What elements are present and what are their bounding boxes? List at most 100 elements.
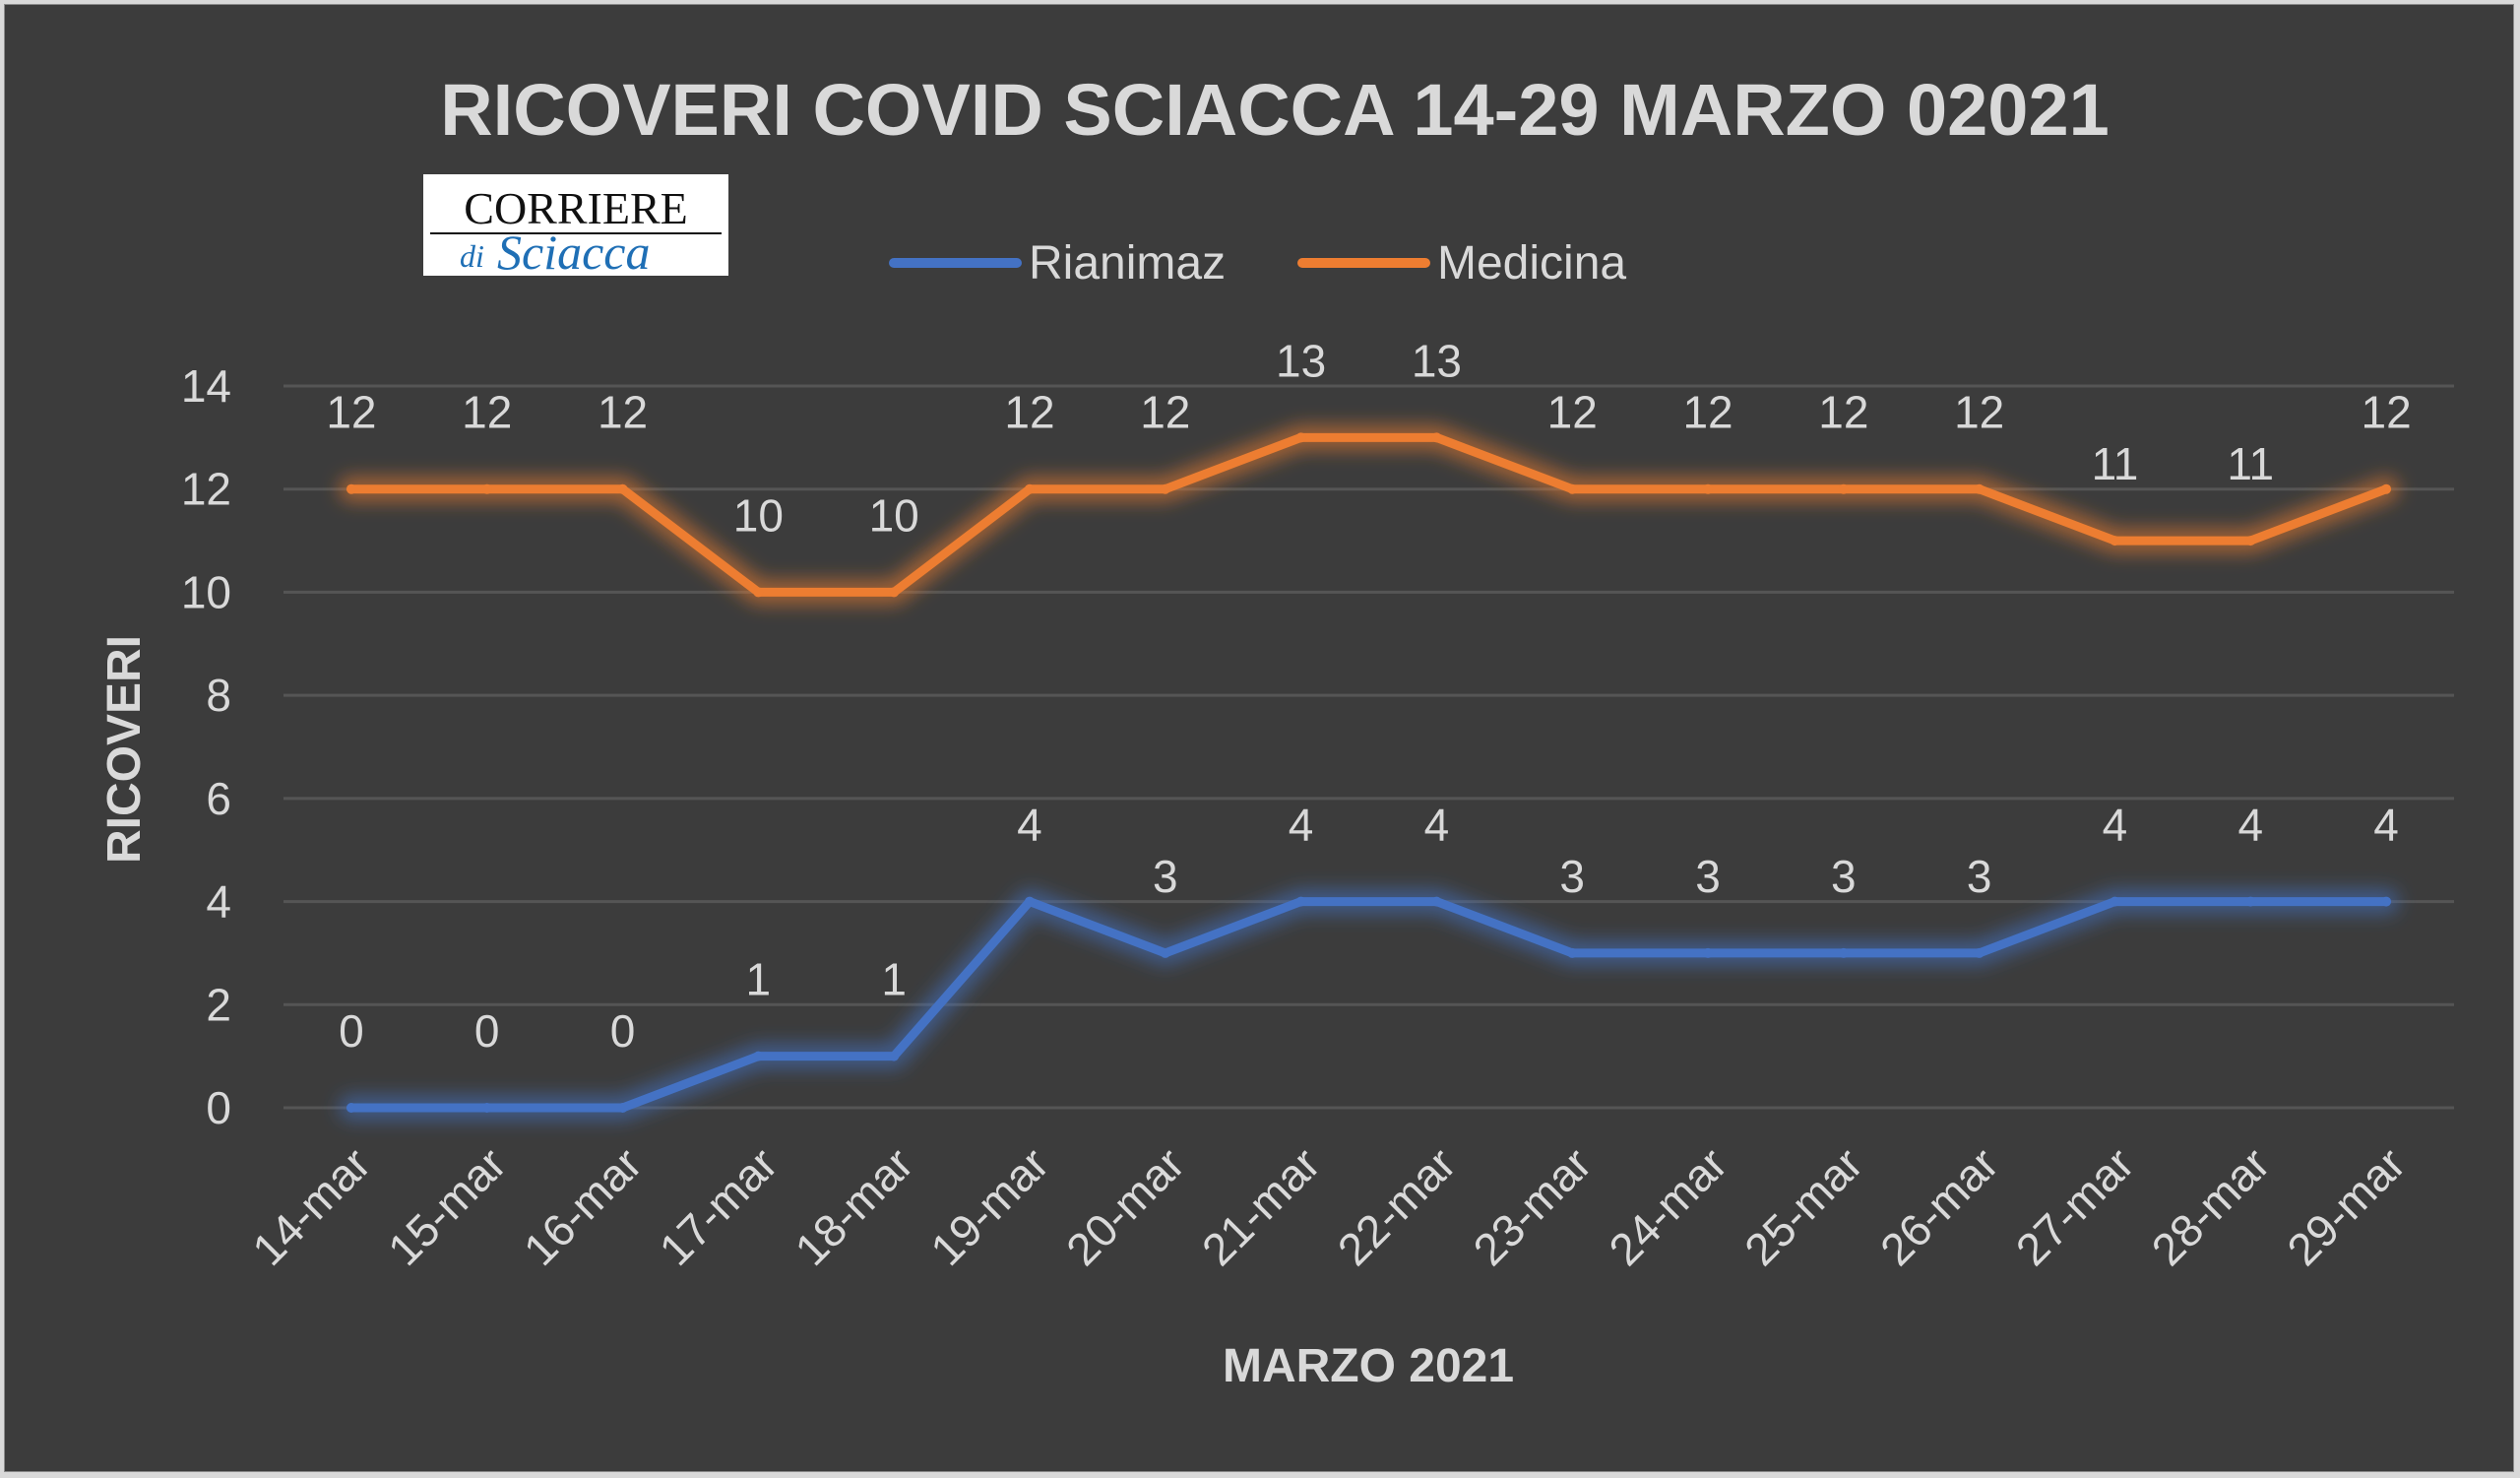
data-label-medicina: 12: [1140, 387, 1190, 438]
data-point-medicina: [753, 587, 764, 598]
data-point-medicina: [1974, 483, 1984, 494]
x-tick-label: 22-mar: [1328, 1137, 1466, 1275]
data-point-rianimaz: [1431, 896, 1442, 907]
y-axis-ticks: 0 2 4 6 8 10 12 14: [181, 360, 231, 1133]
data-label-medicina: 12: [1547, 387, 1598, 438]
data-label-medicina: 11: [2092, 438, 2139, 489]
y-tick-label: 0: [206, 1082, 231, 1133]
x-tick-label: 19-mar: [920, 1137, 1058, 1275]
data-label-medicina: 12: [1954, 387, 2004, 438]
data-point-medicina: [346, 483, 356, 494]
gridlines: [284, 384, 2454, 1110]
chart-title: RICOVERI COVID SCIACCA 14-29 MARZO 02021: [440, 69, 2110, 151]
data-label-rianimaz: 3: [1559, 851, 1585, 902]
data-label-medicina: 10: [869, 489, 919, 541]
data-label-medicina: 12: [598, 387, 648, 438]
y-tick-label: 8: [206, 670, 231, 721]
chart-frame: RICOVERI COVID SCIACCA 14-29 MARZO 02021…: [4, 4, 2514, 1472]
data-point-rianimaz: [1024, 896, 1035, 907]
data-point-medicina: [1024, 483, 1035, 494]
data-label-rianimaz: 4: [1017, 800, 1042, 851]
data-label-medicina: 12: [326, 387, 376, 438]
data-label-rianimaz: 3: [1153, 851, 1178, 902]
data-point-medicina: [2245, 536, 2256, 546]
data-point-medicina: [1295, 432, 1306, 443]
y-tick-label: 6: [206, 773, 231, 824]
logo-line2-prefix: di: [460, 238, 484, 274]
x-tick-label: 28-mar: [2142, 1137, 2280, 1275]
data-label-rianimaz: 4: [2237, 800, 2263, 851]
y-tick-label: 4: [206, 876, 231, 928]
data-label-rianimaz: 4: [1424, 800, 1450, 851]
data-label-medicina: 10: [733, 489, 784, 541]
line-chart: RICOVERI COVID SCIACCA 14-29 MARZO 02021…: [98, 69, 2454, 1392]
data-point-rianimaz: [753, 1051, 764, 1061]
x-tick-label: 26-mar: [1870, 1137, 2008, 1275]
logo-line1: CORRIERE: [464, 183, 687, 233]
x-tick-label: 25-mar: [1734, 1137, 1872, 1275]
data-point-medicina: [2110, 536, 2120, 546]
data-point-medicina: [481, 483, 492, 494]
data-point-rianimaz: [1974, 947, 1984, 958]
data-point-rianimaz: [2110, 896, 2120, 907]
data-point-rianimaz: [2245, 896, 2256, 907]
legend-label-rianimaz: Rianimaz: [1029, 237, 1226, 289]
data-label-rianimaz: 0: [610, 1005, 636, 1057]
x-tick-label: 23-mar: [1463, 1137, 1601, 1275]
x-axis-ticks: 14-mar15-mar16-mar17-mar18-mar19-mar20-m…: [242, 1137, 2415, 1275]
data-point-rianimaz: [1295, 896, 1306, 907]
data-point-rianimaz: [481, 1103, 492, 1113]
data-point-medicina: [1703, 483, 1714, 494]
data-point-rianimaz: [1567, 947, 1578, 958]
logo-line2: Sciacca: [497, 225, 650, 280]
x-tick-label: 20-mar: [1056, 1137, 1194, 1275]
data-point-medicina: [1431, 432, 1442, 443]
x-tick-label: 18-mar: [785, 1137, 922, 1275]
data-point-medicina: [617, 483, 628, 494]
data-point-rianimaz: [617, 1103, 628, 1113]
data-point-rianimaz: [1703, 947, 1714, 958]
x-tick-label: 24-mar: [1599, 1137, 1736, 1275]
data-label-medicina: 12: [1818, 387, 1868, 438]
data-label-medicina: 12: [462, 387, 512, 438]
y-axis-title: RICOVERI: [98, 635, 151, 864]
legend-label-medicina: Medicina: [1437, 237, 1626, 289]
data-point-rianimaz: [1160, 947, 1170, 958]
data-point-rianimaz: [889, 1051, 900, 1061]
data-label-medicina: 12: [1004, 387, 1054, 438]
x-tick-label: 21-mar: [1192, 1137, 1330, 1275]
y-tick-label: 12: [181, 464, 231, 515]
x-tick-label: 27-mar: [2006, 1137, 2144, 1275]
data-point-medicina: [1160, 483, 1170, 494]
data-label-rianimaz: 4: [1289, 800, 1314, 851]
data-label-medicina: 12: [1682, 387, 1732, 438]
x-tick-label: 29-mar: [2277, 1137, 2415, 1275]
y-tick-label: 10: [181, 566, 231, 617]
data-point-medicina: [1567, 483, 1578, 494]
x-tick-label: 15-mar: [378, 1137, 516, 1275]
y-tick-label: 14: [181, 360, 231, 412]
x-axis-title: MARZO 2021: [1223, 1340, 1514, 1392]
data-point-medicina: [2381, 483, 2392, 494]
data-point-rianimaz: [346, 1103, 356, 1113]
data-label-medicina: 12: [2362, 387, 2412, 438]
logo: CORRIERE di Sciacca: [423, 174, 728, 280]
x-tick-label: 14-mar: [242, 1137, 380, 1275]
data-point-rianimaz: [1838, 947, 1849, 958]
data-label-medicina: 13: [1412, 335, 1462, 386]
logo-background: [423, 174, 728, 276]
data-label-rianimaz: 1: [746, 954, 772, 1005]
data-label-rianimaz: 1: [881, 954, 907, 1005]
data-label-rianimaz: 4: [2103, 800, 2128, 851]
y-tick-label: 2: [206, 979, 231, 1030]
data-point-medicina: [1838, 483, 1849, 494]
data-label-rianimaz: 3: [1695, 851, 1721, 902]
series-layer: [338, 424, 2400, 1121]
legend: Rianimaz Medicina: [889, 237, 1626, 289]
data-label-rianimaz: 0: [339, 1005, 364, 1057]
data-label-rianimaz: 4: [2373, 800, 2399, 851]
x-tick-label: 17-mar: [650, 1137, 788, 1275]
series-line-rianimaz: [346, 897, 2391, 1113]
data-label-medicina: 11: [2227, 438, 2274, 489]
